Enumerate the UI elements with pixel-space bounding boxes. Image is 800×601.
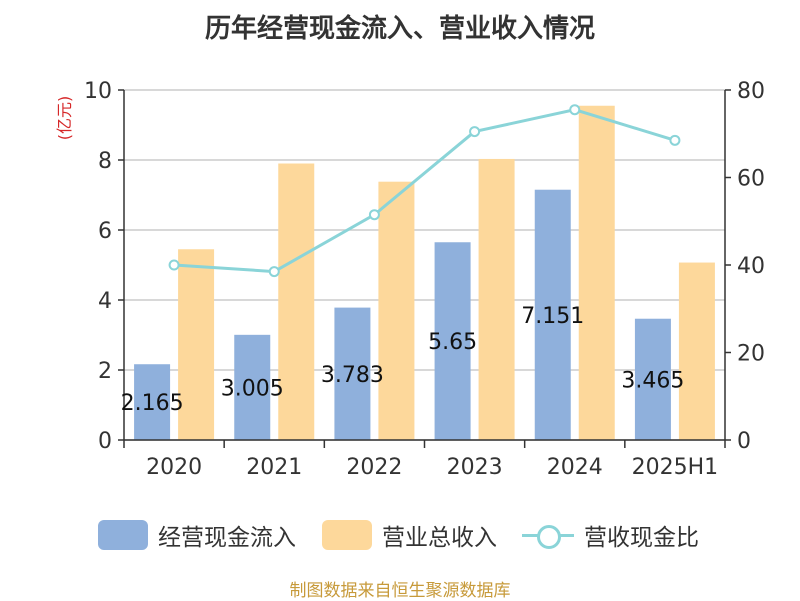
- bar-cash-inflow: [234, 334, 271, 440]
- data-label-cash-inflow: 3.005: [221, 376, 284, 401]
- bar-cash-inflow: [434, 242, 471, 440]
- x-tick-label: 2021: [246, 455, 302, 480]
- chart-title: 历年经营现金流入、营业收入情况: [204, 14, 595, 44]
- bar-revenue: [578, 105, 615, 440]
- ratio-point: [368, 209, 380, 221]
- bar-cash-inflow: [134, 364, 171, 440]
- legend: 经营现金流入 营业总收入 营收现金比: [0, 518, 800, 552]
- ratio-point: [168, 259, 180, 271]
- bar-revenue: [378, 181, 415, 440]
- data-label-cash-inflow: 5.65: [428, 330, 477, 355]
- bar-revenue: [178, 249, 215, 440]
- bar-revenue: [478, 158, 515, 440]
- legend-swatch-revenue: [322, 520, 372, 550]
- bar-revenue: [678, 262, 715, 440]
- x-tick-label: 2022: [346, 455, 402, 480]
- bar-cash-inflow: [634, 318, 671, 440]
- legend-item-cash[interactable]: 经营现金流入: [98, 518, 296, 552]
- y-right-tick-label: 60: [737, 167, 765, 192]
- x-tick-label: 2023: [447, 455, 503, 480]
- bar-cash-inflow: [334, 307, 371, 440]
- y-left-tick-label: 2: [98, 359, 112, 384]
- legend-label-revenue: 营业总收入: [382, 525, 497, 551]
- ratio-point: [569, 104, 581, 116]
- ratio-point: [268, 266, 280, 278]
- bar-revenue: [278, 163, 315, 440]
- legend-label-cash: 经营现金流入: [158, 525, 296, 551]
- data-label-cash-inflow: 7.151: [521, 304, 584, 329]
- legend-item-ratio[interactable]: 营收现金比: [522, 518, 699, 552]
- y-left-tick-label: 8: [98, 149, 112, 174]
- data-label-cash-inflow: 3.783: [321, 363, 384, 388]
- ratio-point: [469, 126, 481, 138]
- x-tick-label: 2025H1: [632, 455, 719, 480]
- data-label-cash-inflow: 2.165: [121, 391, 184, 416]
- y-left-tick-label: 6: [98, 219, 112, 244]
- ratio-point: [669, 134, 681, 146]
- y-left-tick-label: 0: [98, 429, 112, 454]
- y-right-tick-label: 0: [737, 429, 751, 454]
- y-right-tick-label: 20: [737, 342, 765, 367]
- source-note: 制图数据来自恒生聚源数据库: [289, 581, 511, 601]
- legend-line-ratio-icon: [522, 520, 574, 550]
- y-right-tick-label: 40: [737, 254, 765, 279]
- data-label-cash-inflow: 3.465: [621, 368, 684, 393]
- x-tick-label: 2024: [547, 455, 603, 480]
- y-left-tick-label: 4: [98, 289, 112, 314]
- legend-label-ratio: 营收现金比: [584, 525, 699, 551]
- y-left-unit-label: (亿元): [55, 96, 74, 141]
- legend-swatch-cash: [98, 520, 148, 550]
- y-left-tick-label: 10: [84, 79, 112, 104]
- bar-cash-inflow: [534, 189, 571, 440]
- y-right-tick-label: 80: [737, 79, 765, 104]
- ratio-line: [173, 108, 676, 274]
- legend-item-revenue[interactable]: 营业总收入: [322, 518, 497, 552]
- x-tick-label: 2020: [146, 455, 202, 480]
